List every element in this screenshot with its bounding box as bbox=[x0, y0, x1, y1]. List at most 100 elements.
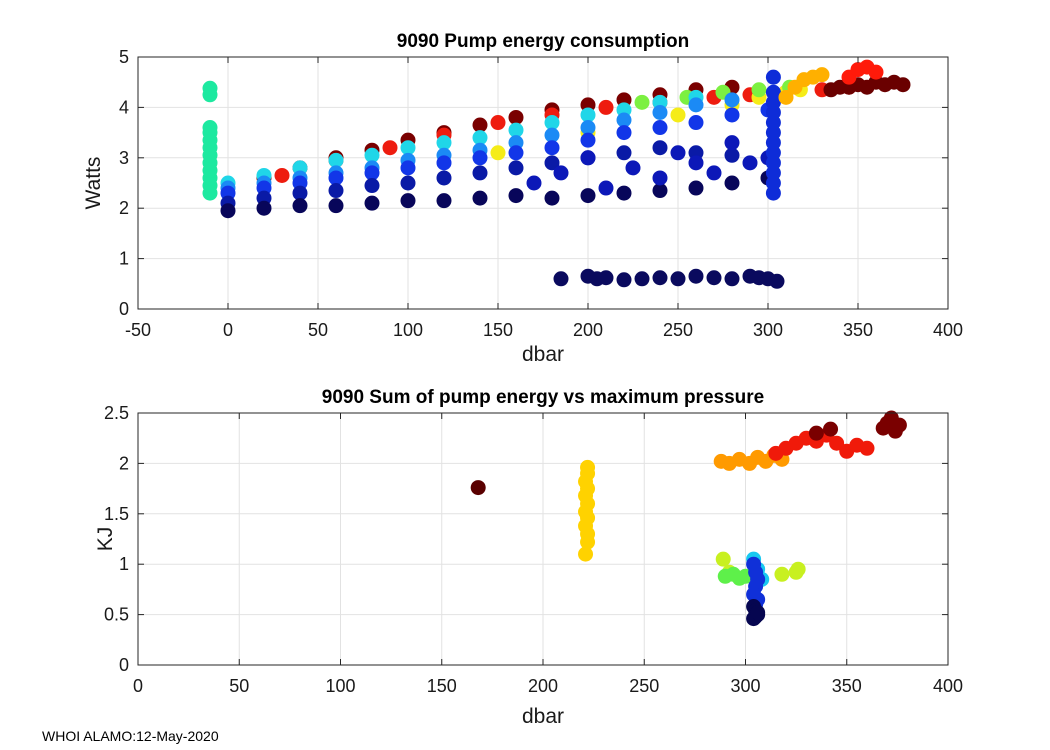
top-data-point bbox=[364, 195, 380, 211]
top-data-point bbox=[436, 170, 452, 186]
top-chart-title: 9090 Pump energy consumption bbox=[397, 31, 689, 52]
top-data-point bbox=[580, 107, 596, 123]
top-data-point bbox=[202, 120, 218, 136]
top-series bbox=[765, 69, 781, 201]
top-x-tick-label: 50 bbox=[308, 320, 328, 340]
bottom-data-point bbox=[578, 546, 594, 562]
bottom-data-point bbox=[790, 561, 806, 577]
top-data-point bbox=[544, 155, 560, 171]
top-data-point bbox=[364, 178, 380, 194]
top-y-axis-label: Watts bbox=[82, 157, 105, 210]
top-data-point bbox=[895, 77, 911, 93]
bottom-y-tick-label: 0.5 bbox=[104, 605, 129, 625]
top-data-point bbox=[724, 271, 740, 287]
top-data-point bbox=[598, 99, 614, 115]
top-data-point bbox=[814, 67, 830, 83]
top-data-point bbox=[274, 167, 290, 183]
top-data-point bbox=[580, 132, 596, 148]
bottom-series bbox=[746, 556, 766, 613]
top-series bbox=[553, 268, 785, 289]
bottom-x-tick-label: 150 bbox=[427, 676, 457, 696]
top-data-point bbox=[634, 94, 650, 110]
top-data-point bbox=[544, 190, 560, 206]
top-data-point bbox=[490, 145, 506, 161]
top-data-point bbox=[580, 188, 596, 204]
top-data-point bbox=[688, 268, 704, 284]
top-data-point bbox=[652, 120, 668, 136]
bottom-data-point bbox=[470, 480, 486, 496]
top-data-point bbox=[580, 120, 596, 136]
top-data-point bbox=[742, 155, 758, 171]
bottom-data-point bbox=[715, 551, 731, 567]
bottom-y-tick-label: 2 bbox=[119, 453, 129, 473]
top-data-point bbox=[400, 160, 416, 176]
bottom-series bbox=[470, 480, 486, 496]
top-data-point bbox=[580, 150, 596, 166]
bottom-x-axis-label: dbar bbox=[522, 705, 564, 728]
top-x-tick-label: 200 bbox=[573, 320, 603, 340]
top-data-point bbox=[544, 115, 560, 131]
top-data-point bbox=[868, 64, 884, 80]
top-data-point bbox=[688, 180, 704, 196]
top-data-point bbox=[688, 115, 704, 131]
top-data-point bbox=[436, 135, 452, 151]
bottom-data-point bbox=[891, 417, 907, 433]
top-data-point bbox=[652, 183, 668, 199]
bottom-series bbox=[746, 599, 766, 627]
top-data-point bbox=[706, 270, 722, 286]
top-axes-frame bbox=[137, 56, 949, 310]
top-data-point bbox=[670, 107, 686, 123]
top-data-point bbox=[724, 92, 740, 108]
top-data-point bbox=[400, 193, 416, 209]
top-data-point bbox=[508, 109, 524, 125]
top-y-tick-label: 1 bbox=[119, 249, 129, 269]
bottom-x-tick-label: 50 bbox=[229, 676, 249, 696]
top-data-point bbox=[364, 147, 380, 163]
top-x-tick-label: -50 bbox=[125, 320, 151, 340]
top-data-point bbox=[670, 271, 686, 287]
bottom-x-tick-label: 0 bbox=[133, 676, 143, 696]
top-data-point bbox=[616, 185, 632, 201]
bottom-x-tick-label: 250 bbox=[629, 676, 659, 696]
footer-label: WHOI ALAMO:12-May-2020 bbox=[42, 728, 219, 744]
bottom-data-point bbox=[750, 605, 766, 621]
bottom-y-tick-label: 1 bbox=[119, 554, 129, 574]
top-series bbox=[778, 67, 830, 105]
top-x-tick-label: 400 bbox=[933, 320, 963, 340]
top-data-point bbox=[544, 127, 560, 143]
top-data-point bbox=[328, 170, 344, 186]
top-x-tick-label: 350 bbox=[843, 320, 873, 340]
bottom-data-point bbox=[580, 459, 596, 475]
top-plot-area bbox=[138, 57, 948, 309]
top-data-point bbox=[508, 122, 524, 138]
top-data-point bbox=[724, 175, 740, 191]
top-data-point bbox=[472, 130, 488, 146]
top-data-point bbox=[616, 112, 632, 128]
bottom-data-point bbox=[859, 440, 875, 456]
top-data-point bbox=[472, 165, 488, 181]
top-data-point bbox=[490, 115, 506, 131]
top-data-point bbox=[472, 117, 488, 133]
top-data-point bbox=[765, 69, 781, 85]
bottom-x-tick-label: 200 bbox=[528, 676, 558, 696]
top-x-axis-label: dbar bbox=[522, 343, 564, 366]
top-data-point bbox=[634, 271, 650, 287]
bottom-data-point bbox=[808, 425, 824, 441]
top-data-point bbox=[553, 165, 569, 181]
top-data-point bbox=[598, 270, 614, 286]
top-data-point bbox=[688, 97, 704, 113]
top-data-point bbox=[202, 80, 218, 96]
top-data-point bbox=[724, 135, 740, 151]
top-data-point bbox=[751, 82, 767, 98]
top-y-tick-label: 2 bbox=[119, 198, 129, 218]
top-data-point bbox=[625, 160, 641, 176]
bottom-y-tick-label: 2.5 bbox=[104, 403, 129, 423]
top-data-point bbox=[652, 170, 668, 186]
top-data-point bbox=[544, 140, 560, 156]
top-data-point bbox=[769, 273, 785, 289]
top-series bbox=[841, 59, 884, 85]
top-data-point bbox=[400, 140, 416, 156]
top-x-tick-label: 150 bbox=[483, 320, 513, 340]
